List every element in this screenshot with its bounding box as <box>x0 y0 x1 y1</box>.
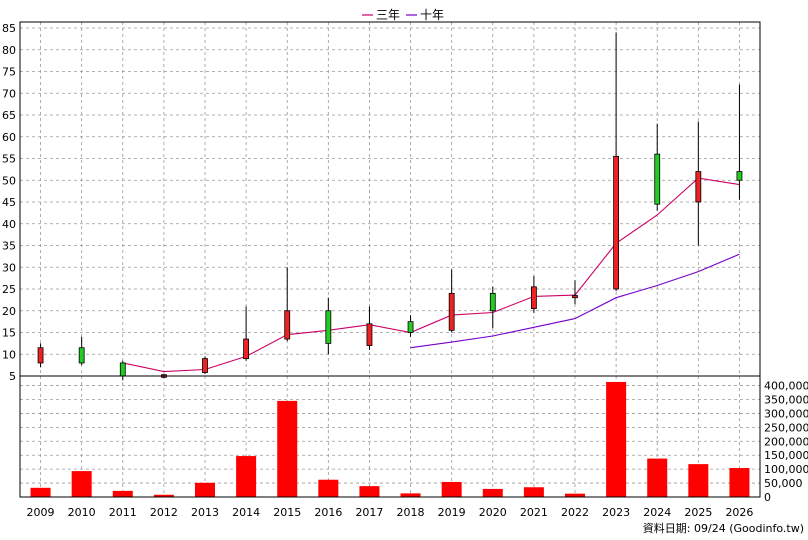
year-tick-label: 2010 <box>68 506 96 519</box>
volume-bar <box>523 487 544 497</box>
candle-body <box>119 362 126 377</box>
volume-tick-label: 0 <box>764 491 771 504</box>
legend-10yr-label: 十年 <box>420 8 444 22</box>
price-tick-label: 25 <box>2 283 16 296</box>
year-tick-label: 2017 <box>355 506 383 519</box>
year-tick-label: 2013 <box>191 506 219 519</box>
candle-body <box>530 286 537 309</box>
candle-body <box>572 295 578 299</box>
volume-bar <box>359 486 380 497</box>
price-tick-label: 60 <box>2 131 16 144</box>
year-tick-label: 2019 <box>438 506 466 519</box>
candle-body <box>489 292 496 312</box>
price-tick-label: 35 <box>2 240 16 253</box>
price-tick-label: 80 <box>2 44 16 57</box>
price-tick-label: 10 <box>2 348 16 361</box>
volume-bar <box>647 458 668 497</box>
candle-body <box>202 358 208 373</box>
year-tick-label: 2021 <box>520 506 548 519</box>
candle-body <box>654 153 661 205</box>
volume-tick-label: 150,000 <box>764 449 808 462</box>
candle-body <box>37 347 44 364</box>
volume-bar <box>30 487 51 497</box>
year-tick-label: 2025 <box>684 506 712 519</box>
price-candles <box>37 32 743 381</box>
volume-bar <box>441 481 462 497</box>
candle-body <box>325 310 332 344</box>
legend-3yr-label: 三年 <box>376 8 400 22</box>
year-tick-label: 2024 <box>643 506 671 519</box>
volume-tick-label: 200,000 <box>764 435 808 448</box>
volume-bar <box>112 490 133 497</box>
volume-tick-label: 300,000 <box>764 407 808 420</box>
legend: 三年 十年 <box>362 8 444 22</box>
plot-frame <box>19 21 761 498</box>
volume-bar <box>153 494 174 497</box>
volume-bar <box>565 493 585 497</box>
price-tick-label: 40 <box>2 218 16 231</box>
candle-body <box>407 321 414 333</box>
volume-bar <box>606 381 627 497</box>
year-tick-label: 2023 <box>602 506 630 519</box>
volume-bar <box>236 456 257 497</box>
year-tick-label: 2012 <box>150 506 178 519</box>
year-tick-label: 2014 <box>232 506 260 519</box>
grid <box>20 22 760 498</box>
volume-bar <box>688 464 709 497</box>
volume-tick-label: 50,000 <box>764 477 803 490</box>
candle-body <box>695 171 702 203</box>
year-tick-label: 2020 <box>479 506 507 519</box>
volume-bar <box>277 400 298 497</box>
candle-body <box>243 338 250 359</box>
candle-body <box>448 292 455 331</box>
price-tick-label: 50 <box>2 174 16 187</box>
price-tick-label: 30 <box>2 261 16 274</box>
ten-year-line <box>410 253 740 349</box>
year-tick-label: 2016 <box>314 506 342 519</box>
volume-bar <box>195 482 215 497</box>
volume-bar <box>482 488 503 497</box>
volume-tick-label: 350,000 <box>764 394 808 407</box>
price-tick-label: 20 <box>2 305 16 318</box>
price-tick-label: 15 <box>2 327 16 340</box>
year-tick-label: 2018 <box>397 506 425 519</box>
volume-tick-label: 100,000 <box>764 463 808 476</box>
volume-bar <box>71 471 92 497</box>
price-tick-label: 65 <box>2 109 16 122</box>
price-tick-label: 5 <box>9 370 16 383</box>
price-tick-label: 45 <box>2 196 16 209</box>
volume-bar <box>729 468 750 497</box>
candle-body <box>284 310 291 340</box>
price-tick-label: 85 <box>2 22 16 35</box>
moving-average-lines <box>122 177 740 373</box>
volume-bar <box>318 479 339 497</box>
year-tick-label: 2026 <box>725 506 753 519</box>
volume-tick-label: 400,000 <box>764 380 808 393</box>
price-tick-label: 70 <box>2 87 16 100</box>
axes: 510152025303540455055606570758085050,000… <box>2 21 808 519</box>
price-tick-label: 75 <box>2 66 16 79</box>
candle-body <box>736 171 743 181</box>
year-tick-label: 2022 <box>561 506 589 519</box>
year-tick-label: 2015 <box>273 506 301 519</box>
price-tick-label: 55 <box>2 153 16 166</box>
volume-bar <box>400 493 421 497</box>
candle-body <box>613 155 620 290</box>
volume-bars <box>30 381 750 497</box>
year-tick-label: 2009 <box>27 506 55 519</box>
candle-body <box>78 347 85 364</box>
three-year-line <box>122 177 740 373</box>
volume-tick-label: 250,000 <box>764 421 808 434</box>
year-tick-label: 2011 <box>109 506 137 519</box>
data-date-note: 資料日期: 09/24 (Goodinfo.tw) <box>643 521 804 535</box>
candle-body <box>366 323 373 346</box>
